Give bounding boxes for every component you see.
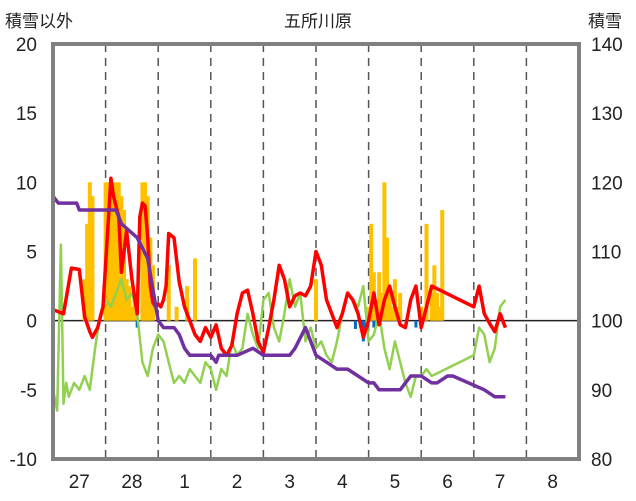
y-right-tick-label: 100	[591, 312, 623, 333]
y-right-tick-label: 120	[591, 173, 623, 194]
precip-neg-bar-6	[414, 320, 418, 328]
precip-bar-45	[440, 210, 445, 321]
x-tick-label: 5	[390, 472, 401, 493]
y-left-tick-label: -10	[10, 450, 37, 471]
y-left-tick-label: -5	[20, 381, 37, 402]
y-left-tick-label: 0	[26, 312, 37, 333]
precip-bar-30	[377, 272, 382, 321]
precip-bar-13	[127, 286, 132, 321]
precip-bar-27	[369, 223, 374, 321]
precip-bar-25	[314, 279, 318, 321]
precip-bar-8	[114, 182, 119, 321]
y-right-tick-label: 140	[591, 35, 623, 56]
x-tick-label: 2	[232, 472, 243, 493]
precip-neg-bar-1	[353, 320, 357, 329]
precip-bar-6	[108, 196, 113, 321]
precip-bar-42	[432, 265, 437, 321]
precip-bar-14	[129, 306, 134, 321]
series-line-dewpoint	[51, 243, 507, 412]
precip-bar-44	[437, 306, 442, 321]
precip-bar-1	[85, 223, 90, 321]
x-tick-label: 28	[121, 472, 142, 493]
series-line-temperature	[52, 176, 508, 358]
precip-bar-39	[419, 306, 424, 321]
precip-bar-22	[174, 306, 179, 321]
y-left-tick-label: 20	[16, 35, 37, 56]
x-tick-label: 1	[179, 472, 190, 493]
y-left-axis-label: 積雪以外	[5, 12, 73, 32]
y-left-tick-label: 10	[16, 173, 37, 194]
x-tick-label: 4	[337, 472, 348, 493]
y-right-tick-label: 110	[591, 243, 621, 264]
precip-bar-5	[106, 182, 111, 321]
y-right-tick-label: 80	[591, 450, 612, 471]
series-line-snow_depth	[51, 195, 506, 399]
precip-bar-40	[424, 223, 429, 321]
precip-bar-33	[385, 237, 390, 321]
x-tick-label: 3	[284, 472, 295, 493]
precip-bar-0	[82, 279, 87, 321]
y-left-tick-label: 15	[16, 104, 37, 125]
precip-neg-bar-5	[372, 320, 376, 328]
y-right-tick-label: 90	[591, 381, 612, 402]
y-left-tick-label: 5	[26, 243, 37, 264]
precip-bar-32	[382, 182, 387, 321]
precip-bar-3	[90, 196, 95, 321]
precip-bar-43	[434, 293, 439, 321]
precip-bar-15	[132, 299, 137, 321]
y-right-tick-label: 130	[591, 104, 623, 125]
y-right-axis-label: 積雪	[588, 12, 622, 32]
x-tick-label: 7	[495, 472, 506, 493]
series-lines	[51, 176, 508, 412]
precip-bar-7	[111, 182, 116, 321]
precip-bar-41	[429, 293, 434, 321]
precip-bar-2	[87, 182, 92, 321]
chart-title: 五所川原	[284, 12, 352, 32]
precip-bar-34	[387, 293, 392, 321]
precip-bar-23	[185, 286, 190, 321]
x-tick-label: 27	[69, 472, 90, 493]
precip-bar-35	[390, 306, 395, 321]
plot-frame	[51, 42, 581, 461]
precip-bar-21	[166, 265, 171, 321]
precip-bar-38	[398, 293, 403, 321]
x-tick-label: 8	[547, 472, 558, 493]
x-tick-label: 6	[442, 472, 453, 493]
precip-bar-24	[193, 258, 198, 321]
tick-labels: -10 -5 0 5 10 15 20 80 90 100 110 120 130 140 27 28 1 2 3 4…	[10, 35, 623, 493]
chart-title-group: 五所川原	[284, 12, 352, 32]
